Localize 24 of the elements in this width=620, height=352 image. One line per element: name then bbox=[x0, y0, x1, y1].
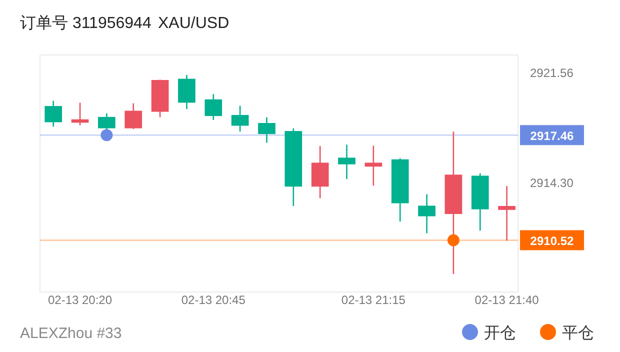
candlestick bbox=[44, 100, 62, 128]
candlestick bbox=[418, 194, 436, 234]
candlestick bbox=[258, 116, 276, 144]
x-tick-label: 02-13 21:15 bbox=[341, 293, 406, 307]
chart-title: 订单号 311956944 bbox=[20, 14, 152, 32]
legend-label: 平仓 bbox=[562, 325, 594, 342]
candlestick bbox=[124, 102, 142, 130]
text: ALEXZhou #33 bbox=[20, 325, 122, 342]
x-tick-label: 02-13 20:20 bbox=[48, 293, 112, 307]
legend-label: 开仓 bbox=[484, 325, 516, 342]
candlestick bbox=[311, 145, 329, 199]
x-tick-label: 02-13 20:45 bbox=[181, 293, 246, 307]
ref-line-label: 2910.52 bbox=[530, 234, 574, 248]
y-tick-label: 2914.30 bbox=[530, 176, 574, 190]
candlestick bbox=[204, 93, 222, 121]
ref-line-label: 2917.46 bbox=[530, 129, 574, 144]
candlestick bbox=[231, 105, 249, 132]
chart-subtitle: XAU/USD bbox=[158, 15, 230, 32]
x-tick-label: 02-13 21:40 bbox=[474, 293, 540, 307]
candlestick bbox=[178, 74, 196, 110]
y-tick-label: 2921.56 bbox=[530, 66, 574, 80]
candlestick bbox=[498, 185, 516, 242]
candlestick bbox=[338, 144, 356, 180]
candlestick bbox=[364, 145, 382, 186]
